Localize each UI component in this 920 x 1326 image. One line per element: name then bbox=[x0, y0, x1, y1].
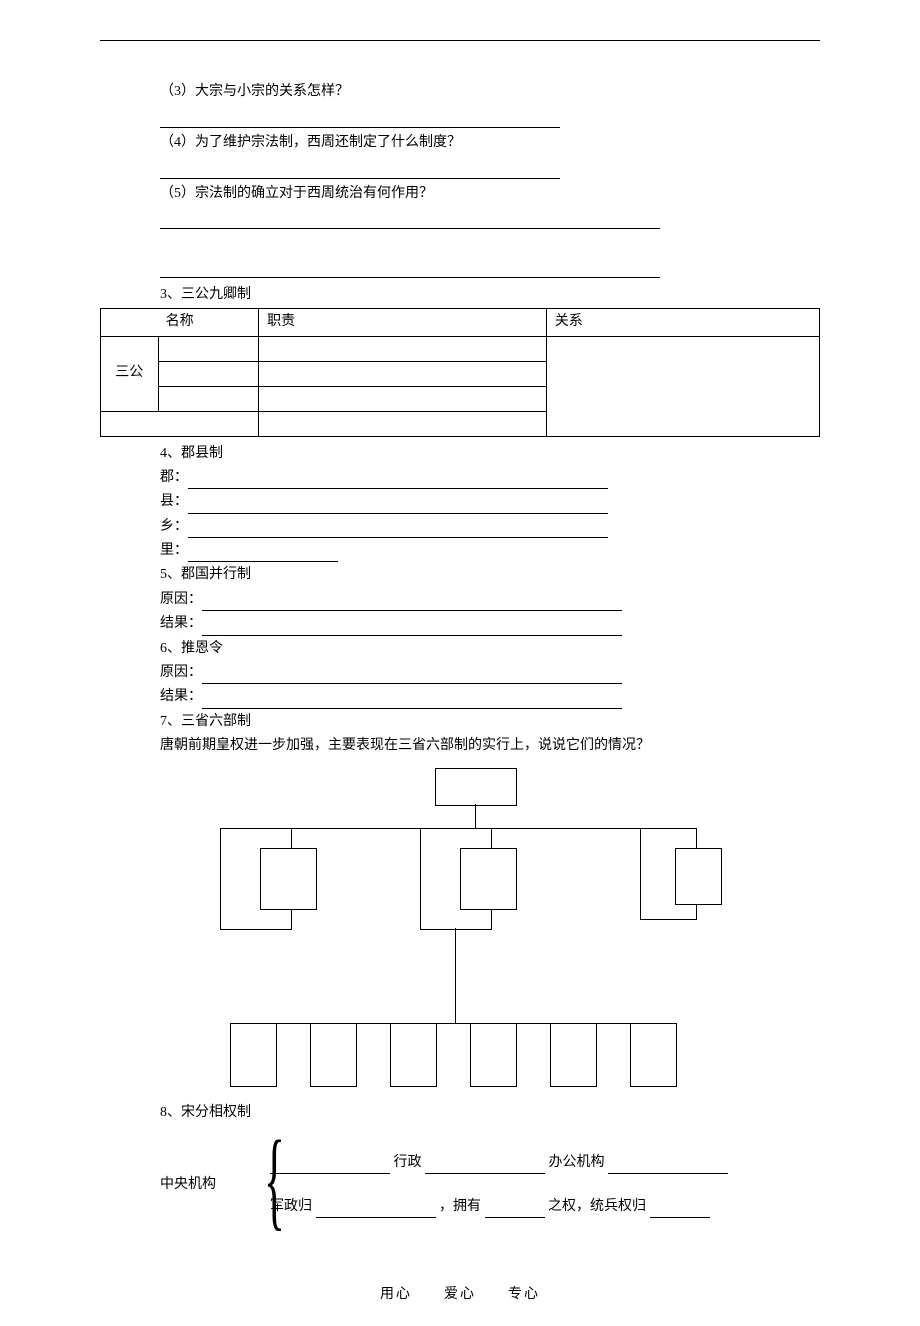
diagram-box-ministry bbox=[630, 1023, 677, 1087]
diagram-box-right-sub bbox=[675, 848, 722, 905]
central-org-label: 中央机构 bbox=[160, 1174, 216, 1196]
xiang-line: 乡： bbox=[160, 516, 820, 538]
cell bbox=[101, 411, 259, 436]
diagram-box-ministry bbox=[550, 1023, 597, 1087]
tongbing-label: 之权，统兵权归 bbox=[548, 1199, 646, 1214]
cell bbox=[259, 386, 547, 411]
connector bbox=[475, 804, 476, 828]
section-4-title: 4、郡县制 bbox=[160, 443, 820, 465]
s5-yuanyin: 原因： bbox=[160, 589, 820, 611]
cell bbox=[259, 336, 547, 361]
blank-q4 bbox=[160, 156, 820, 178]
xiang-label: 乡： bbox=[160, 519, 188, 534]
diagram-box-ministry bbox=[310, 1023, 357, 1087]
cell bbox=[158, 336, 259, 361]
blank-q3 bbox=[160, 105, 820, 127]
jieguo-label: 结果： bbox=[160, 689, 202, 704]
connector bbox=[255, 828, 675, 829]
s6-jieguo: 结果： bbox=[160, 686, 820, 708]
diagram-box-ministry bbox=[230, 1023, 277, 1087]
s5-jieguo: 结果： bbox=[160, 613, 820, 635]
three-provinces-diagram bbox=[100, 768, 820, 1098]
connector bbox=[252, 1023, 253, 1024]
th-name: 名称 bbox=[101, 309, 259, 336]
s8-row-1: 行政 办公机构 bbox=[270, 1152, 728, 1174]
yuanyin-label: 原因： bbox=[160, 665, 202, 680]
sangong-table: 名称 职责 关系 三公 bbox=[100, 308, 820, 436]
section-8-title: 8、宋分相权制 bbox=[160, 1102, 820, 1124]
yuanyin-label: 原因： bbox=[160, 592, 202, 607]
cell bbox=[158, 386, 259, 411]
connector bbox=[255, 828, 256, 829]
diagram-box-mid-sub bbox=[460, 848, 517, 910]
section-7-title: 7、三省六部制 bbox=[160, 711, 820, 733]
jun-label: 郡： bbox=[160, 470, 188, 485]
page-footer: 用心 爱心 专心 bbox=[100, 1284, 820, 1306]
th-relation: 关系 bbox=[546, 309, 819, 336]
connector bbox=[455, 928, 456, 1023]
th-duty: 职责 bbox=[259, 309, 547, 336]
diagram-box-ministry bbox=[470, 1023, 517, 1087]
connector bbox=[652, 1023, 653, 1024]
junzheng-label: 军政归 bbox=[270, 1199, 312, 1214]
table-row: 三公 bbox=[101, 336, 820, 361]
blank-q5-2 bbox=[160, 255, 820, 277]
s8-row-2: 军政归 ，拥有 之权，统兵权归 bbox=[270, 1196, 710, 1218]
section-3-title: 3、三公九卿制 bbox=[160, 284, 820, 306]
spacer bbox=[160, 231, 820, 253]
section-8-structure: 中央机构 { 行政 办公机构 军政归 ，拥有 之权，统兵权归 bbox=[100, 1134, 820, 1264]
question-4: （4）为了维护宗法制，西周还制定了什么制度？ bbox=[160, 132, 820, 154]
xian-line: 县： bbox=[160, 491, 820, 513]
cell bbox=[546, 336, 819, 436]
li-line: 里： bbox=[160, 540, 820, 562]
section-6-title: 6、推恩令 bbox=[160, 638, 820, 660]
connector bbox=[492, 1023, 493, 1024]
blank-q5-1 bbox=[160, 207, 820, 229]
xian-label: 县： bbox=[160, 494, 188, 509]
diagram-box-top bbox=[435, 768, 517, 806]
s6-yuanyin: 原因： bbox=[160, 662, 820, 684]
connector bbox=[332, 1023, 333, 1024]
jun-line: 郡： bbox=[160, 467, 820, 489]
jieguo-label: 结果： bbox=[160, 616, 202, 631]
table-header-row: 名称 职责 关系 bbox=[101, 309, 820, 336]
xingzheng-label: 行政 bbox=[394, 1155, 422, 1170]
connector bbox=[572, 1023, 573, 1024]
section-7-desc: 唐朝前期皇权进一步加强，主要表现在三省六部制的实行上，说说它们的情况？ bbox=[160, 735, 820, 757]
page-top-rule bbox=[100, 40, 820, 41]
cell bbox=[259, 411, 547, 436]
connector bbox=[412, 1023, 413, 1024]
cell bbox=[259, 361, 547, 386]
question-3: （3）大宗与小宗的关系怎样？ bbox=[160, 81, 820, 103]
bangong-label: 办公机构 bbox=[549, 1155, 605, 1170]
diagram-box-left-sub bbox=[260, 848, 317, 910]
section-5-title: 5、郡国并行制 bbox=[160, 564, 820, 586]
cell bbox=[158, 361, 259, 386]
sangong-label: 三公 bbox=[101, 336, 159, 411]
question-5: （5）宗法制的确立对于西周统治有何作用？ bbox=[160, 183, 820, 205]
diagram-box-ministry bbox=[390, 1023, 437, 1087]
yongyou-label: ，拥有 bbox=[439, 1199, 481, 1214]
li-label: 里： bbox=[160, 543, 188, 558]
